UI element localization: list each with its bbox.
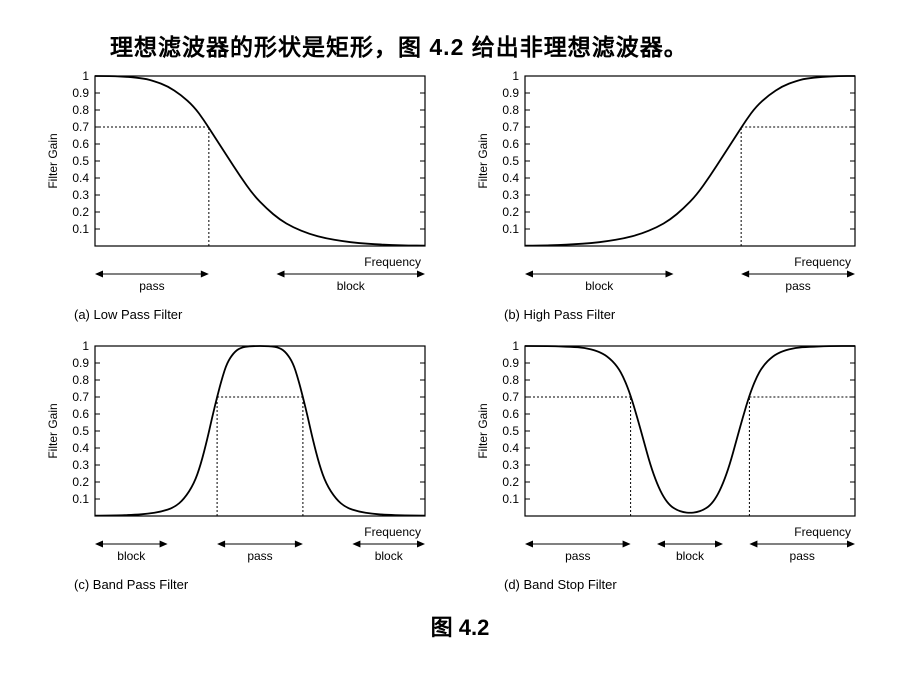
panel-bandpass: 0.1 0.2 0.3 0.4 0.5 0.6 0.7 0.8 0.9 1 Filter Gain F… [40,336,450,606]
svg-text:0.5: 0.5 [72,424,89,438]
svg-text:pass: pass [565,549,590,563]
svg-text:Filter Gain: Filter Gain [476,133,490,188]
svg-text:1: 1 [512,339,519,353]
svg-text:0.6: 0.6 [502,407,519,421]
svg-text:pass: pass [139,279,164,293]
svg-text:0.1: 0.1 [72,492,89,506]
svg-text:0.8: 0.8 [502,373,519,387]
caption-bandstop: (d) Band Stop Filter [504,577,880,592]
svg-text:pass: pass [247,549,272,563]
svg-text:Frequency: Frequency [364,255,421,269]
svg-text:0.3: 0.3 [502,188,519,202]
svg-text:0.6: 0.6 [72,137,89,151]
svg-text:1: 1 [512,69,519,83]
svg-text:0.2: 0.2 [502,205,519,219]
svg-text:0.3: 0.3 [502,458,519,472]
chart-bandpass: 0.1 0.2 0.3 0.4 0.5 0.6 0.7 0.8 0.9 1 Filter Gain F… [40,336,450,571]
svg-text:0.4: 0.4 [502,441,519,455]
svg-text:Frequency: Frequency [794,525,851,539]
svg-text:0.1: 0.1 [502,492,519,506]
svg-text:Frequency: Frequency [364,525,421,539]
page-title: 理想滤波器的形状是矩形，图 4.2 给出非理想滤波器。 [0,0,920,62]
svg-text:0.8: 0.8 [72,103,89,117]
svg-text:0.1: 0.1 [72,222,89,236]
svg-text:0.2: 0.2 [72,205,89,219]
svg-text:pass: pass [790,549,815,563]
chart-bandstop: 0.1 0.2 0.3 0.4 0.5 0.6 0.7 0.8 0.9 1 Filter Gain F… [470,336,880,571]
svg-text:block: block [375,549,404,563]
svg-text:0.7: 0.7 [502,120,519,134]
svg-text:Frequency: Frequency [794,255,851,269]
svg-text:1: 1 [82,339,89,353]
svg-text:0.8: 0.8 [502,103,519,117]
svg-text:0.4: 0.4 [72,171,89,185]
svg-text:0.9: 0.9 [72,86,89,100]
svg-text:0.5: 0.5 [502,154,519,168]
svg-text:0.7: 0.7 [72,390,89,404]
svg-text:0.7: 0.7 [72,120,89,134]
svg-text:block: block [585,279,614,293]
chart-highpass: 0.1 0.2 0.3 0.4 0.5 0.6 0.7 0.8 0.9 1 Filter Gain F… [470,66,880,301]
svg-text:Filter Gain: Filter Gain [46,133,60,188]
svg-text:0.4: 0.4 [502,171,519,185]
figure-caption: 图 4.2 [0,610,920,642]
svg-text:Filter Gain: Filter Gain [46,403,60,458]
svg-text:0.3: 0.3 [72,188,89,202]
svg-text:pass: pass [785,279,810,293]
svg-text:0.9: 0.9 [502,86,519,100]
svg-text:0.5: 0.5 [502,424,519,438]
svg-text:block: block [117,549,146,563]
caption-highpass: (b) High Pass Filter [504,307,880,322]
svg-text:0.4: 0.4 [72,441,89,455]
svg-text:Filter Gain: Filter Gain [476,403,490,458]
chart-lowpass: 0.1 0.2 0.3 0.4 0.5 0.6 0.7 0.8 0.9 1 Filter Gain F… [40,66,450,301]
charts-grid: 0.1 0.2 0.3 0.4 0.5 0.6 0.7 0.8 0.9 1 Filter Gain F… [40,66,880,606]
caption-lowpass: (a) Low Pass Filter [74,307,450,322]
panel-bandstop: 0.1 0.2 0.3 0.4 0.5 0.6 0.7 0.8 0.9 1 Filter Gain F… [470,336,880,606]
svg-text:0.9: 0.9 [502,356,519,370]
svg-text:0.3: 0.3 [72,458,89,472]
svg-text:0.6: 0.6 [72,407,89,421]
svg-text:block: block [676,549,705,563]
svg-text:1: 1 [82,69,89,83]
svg-text:0.9: 0.9 [72,356,89,370]
svg-text:0.2: 0.2 [72,475,89,489]
svg-text:block: block [337,279,366,293]
svg-text:0.6: 0.6 [502,137,519,151]
svg-text:0.5: 0.5 [72,154,89,168]
panel-highpass: 0.1 0.2 0.3 0.4 0.5 0.6 0.7 0.8 0.9 1 Filter Gain F… [470,66,880,336]
svg-text:0.7: 0.7 [502,390,519,404]
svg-text:0.2: 0.2 [502,475,519,489]
svg-text:0.8: 0.8 [72,373,89,387]
caption-bandpass: (c) Band Pass Filter [74,577,450,592]
svg-text:0.1: 0.1 [502,222,519,236]
panel-lowpass: 0.1 0.2 0.3 0.4 0.5 0.6 0.7 0.8 0.9 1 Filter Gain F… [40,66,450,336]
